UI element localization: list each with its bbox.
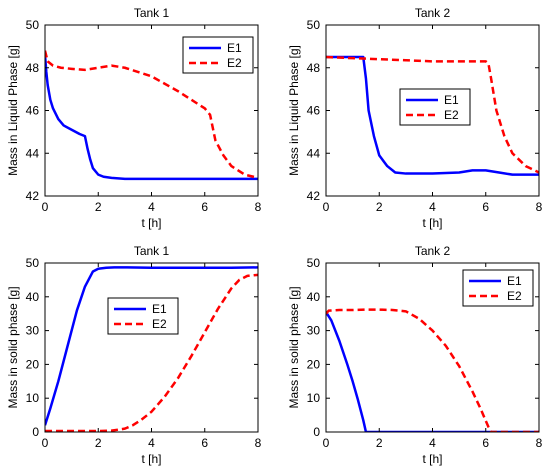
x-tick-label-tank1-solid: 2 xyxy=(95,436,102,450)
y-tick-label-tank2-solid: 40 xyxy=(307,290,321,304)
y-tick-label-tank2-solid: 30 xyxy=(307,324,321,338)
plot-area-tank1-solid xyxy=(45,263,258,432)
legend-label-e2-tank2-solid: E2 xyxy=(507,289,522,303)
panel-tank2-solid: 0 2 4 6 8 0 10 20 30 40 50 Tank 2 t [h] Mass in solid… xyxy=(287,244,543,466)
y-tick-label-tank2-solid: 50 xyxy=(307,256,321,270)
chart-title-tank1-solid: Tank 1 xyxy=(134,244,170,258)
y-tick-label-tank2-solid: 0 xyxy=(313,425,320,439)
legend-label-e1-tank2-solid: E1 xyxy=(507,274,522,288)
x-tick-label-tank2-liquid: 8 xyxy=(536,200,543,214)
y-axis-label-tank2-solid: Mass in solid phase [g] xyxy=(287,286,301,408)
y-axis-label-tank1-liquid: Mass in Liquid Phase [g] xyxy=(6,45,20,176)
y-axis-label-tank2-liquid: Mass in Liquid Phase [g] xyxy=(287,45,301,176)
y-tick-label-tank1-liquid: 46 xyxy=(26,104,40,118)
legend-label-e2-tank1-solid: E2 xyxy=(152,317,167,331)
x-tick-label-tank2-liquid: 6 xyxy=(482,200,489,214)
y-tick-label-tank1-liquid: 50 xyxy=(26,18,40,32)
x-tick-label-tank1-solid: 8 xyxy=(255,436,262,450)
legend-box-tank1-solid xyxy=(107,297,179,335)
y-tick-label-tank2-liquid: 46 xyxy=(307,104,321,118)
y-tick-label-tank1-solid: 30 xyxy=(26,324,40,338)
series-line-e1-tank2-liquid xyxy=(326,55,539,176)
x-tick-label-tank2-liquid: 2 xyxy=(376,200,383,214)
x-tick-label-tank2-solid: 0 xyxy=(323,436,330,450)
series-line-e1-tank1-solid xyxy=(45,266,258,426)
panel-tank1-solid: 0 2 4 6 8 0 10 20 30 40 50 Tank 1 t [h] Mass in solid… xyxy=(6,244,262,466)
series-group-tank2-liquid xyxy=(326,55,539,176)
x-tick-label-tank1-liquid: 6 xyxy=(201,200,208,214)
x-axis-label-tank1-solid: t [h] xyxy=(141,452,161,466)
chart-title-tank2-liquid: Tank 2 xyxy=(415,6,451,20)
x-tick-label-tank1-solid: 6 xyxy=(201,436,208,450)
y-tick-label-tank1-liquid: 44 xyxy=(26,146,40,160)
x-tick-label-tank2-solid: 8 xyxy=(536,436,543,450)
x-tick-label-tank2-solid: 6 xyxy=(482,436,489,450)
y-tick-label-tank2-solid: 10 xyxy=(307,391,321,405)
legend-box-tank1-liquid xyxy=(182,36,254,74)
series-group-tank2-solid xyxy=(326,308,539,432)
x-tick-label-tank1-solid: 0 xyxy=(42,436,49,450)
chart-title-tank2-solid: Tank 2 xyxy=(415,244,451,258)
series-group-tank1-solid xyxy=(45,266,258,432)
y-tick-label-tank2-solid: 20 xyxy=(307,357,321,371)
y-tick-label-tank1-solid: 40 xyxy=(26,290,40,304)
chart-title-tank1-liquid: Tank 1 xyxy=(134,6,170,20)
y-tick-label-tank1-solid: 50 xyxy=(26,256,40,270)
x-axis-label-tank2-solid: t [h] xyxy=(422,452,442,466)
y-tick-label-tank1-liquid: 42 xyxy=(26,189,40,203)
y-tick-label-tank2-liquid: 48 xyxy=(307,61,321,75)
series-line-e2-tank2-solid xyxy=(326,308,539,432)
series-line-e1-tank1-liquid xyxy=(45,54,258,181)
legend-label-e2-tank1-liquid: E2 xyxy=(227,56,242,70)
x-tick-label-tank1-solid: 4 xyxy=(148,436,155,450)
x-tick-label-tank2-solid: 4 xyxy=(429,436,436,450)
x-tick-label-tank1-liquid: 0 xyxy=(42,200,49,214)
y-tick-label-tank2-liquid: 44 xyxy=(307,146,321,160)
x-tick-label-tank1-liquid: 8 xyxy=(255,200,262,214)
y-tick-label-tank1-solid: 0 xyxy=(32,425,39,439)
x-tick-label-tank2-liquid: 0 xyxy=(323,200,330,214)
x-tick-label-tank1-liquid: 2 xyxy=(95,200,102,214)
legend-label-e2-tank2-liquid: E2 xyxy=(444,108,459,122)
legend-box-tank2-solid xyxy=(462,269,534,307)
y-axis-label-tank1-solid: Mass in solid phase [g] xyxy=(6,286,20,408)
legend-label-e1-tank1-solid: E1 xyxy=(152,302,167,316)
y-tick-label-tank1-liquid: 48 xyxy=(26,61,40,75)
y-tick-label-tank2-liquid: 50 xyxy=(307,18,321,32)
series-line-e2-tank1-liquid xyxy=(45,50,258,180)
x-tick-label-tank2-liquid: 4 xyxy=(429,200,436,214)
legend-label-e1-tank1-liquid: E1 xyxy=(227,41,242,55)
y-tick-label-tank1-solid: 10 xyxy=(26,391,40,405)
legend-box-tank2-liquid xyxy=(399,88,471,126)
legend-label-e1-tank2-liquid: E1 xyxy=(444,93,459,107)
x-axis-label-tank1-liquid: t [h] xyxy=(141,216,161,230)
y-tick-label-tank1-solid: 20 xyxy=(26,357,40,371)
x-tick-label-tank2-solid: 2 xyxy=(376,436,383,450)
series-line-e1-tank2-solid xyxy=(326,311,539,432)
x-axis-label-tank2-liquid: t [h] xyxy=(422,216,442,230)
series-line-e2-tank2-liquid xyxy=(326,55,539,174)
x-tick-label-tank1-liquid: 4 xyxy=(148,200,155,214)
y-tick-label-tank2-liquid: 42 xyxy=(307,189,321,203)
series-group-tank1-liquid xyxy=(45,50,258,181)
